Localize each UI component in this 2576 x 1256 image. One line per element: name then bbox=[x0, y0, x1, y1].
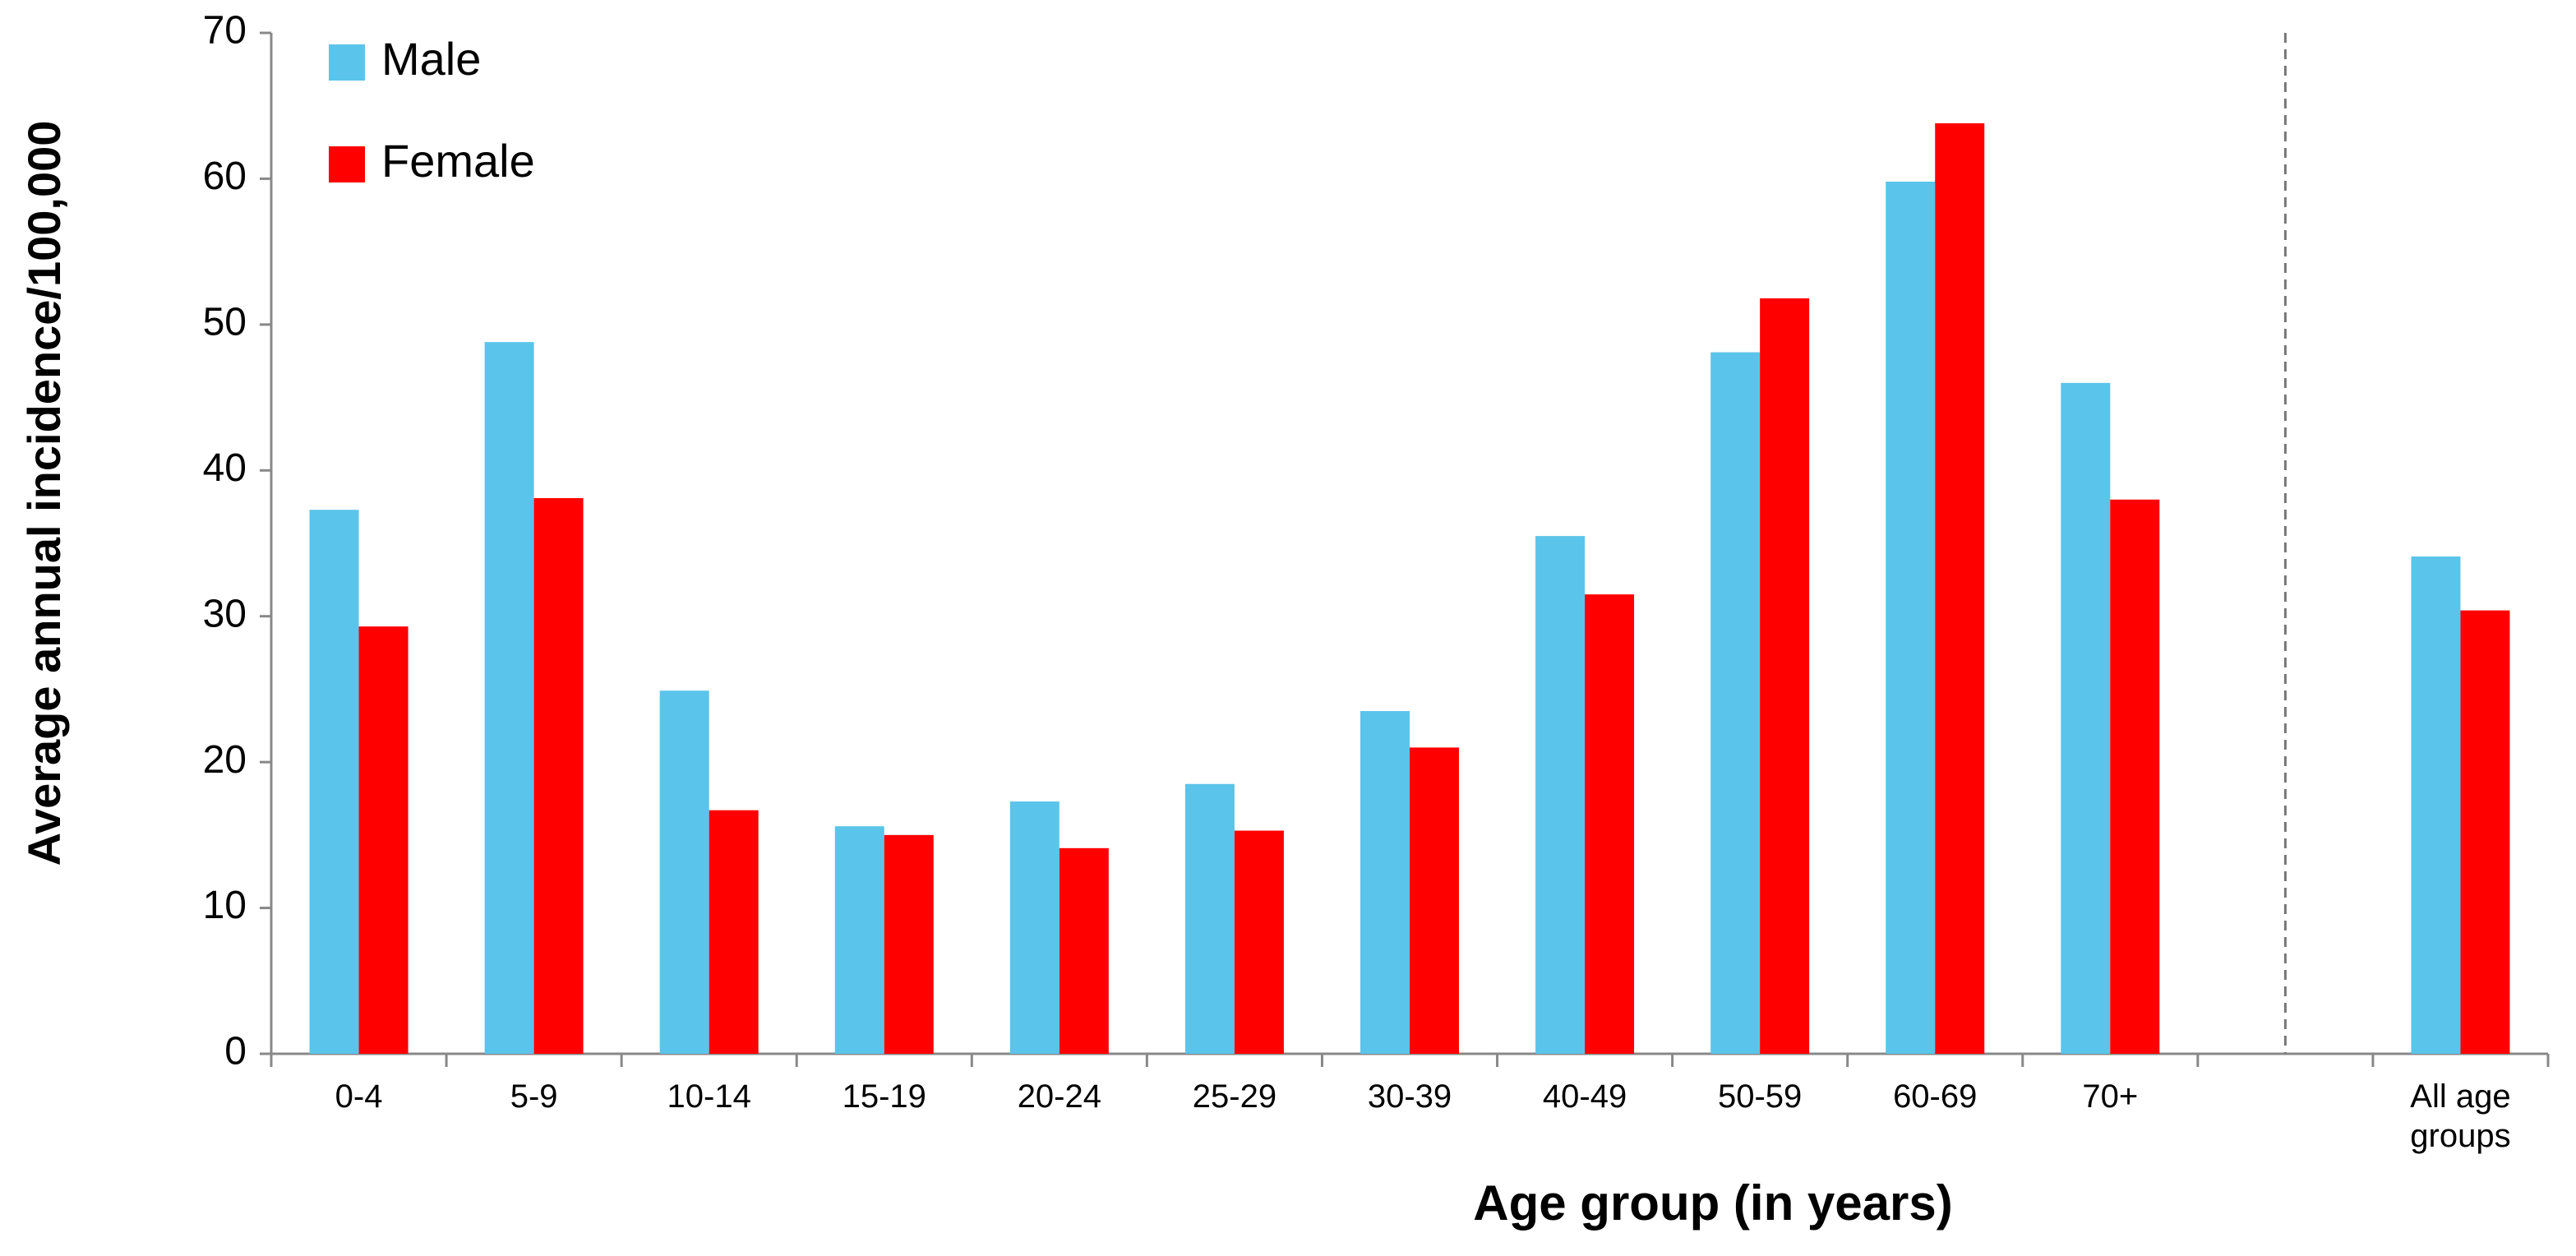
bar bbox=[834, 826, 884, 1054]
y-tick-label: 40 bbox=[203, 446, 247, 490]
legend-label: Female bbox=[381, 135, 535, 187]
bar bbox=[2110, 499, 2160, 1054]
bar bbox=[659, 690, 709, 1054]
x-tick-label: All age groups bbox=[2410, 1078, 2511, 1154]
y-tick-label: 0 bbox=[224, 1030, 247, 1074]
x-tick-label: 0-4 bbox=[335, 1078, 383, 1115]
bar bbox=[358, 626, 409, 1054]
bar bbox=[1184, 783, 1235, 1054]
bar bbox=[1009, 801, 1059, 1054]
x-tick-label: 60-69 bbox=[1893, 1078, 1978, 1115]
bar bbox=[1935, 123, 1985, 1054]
y-tick-label: 20 bbox=[203, 738, 247, 782]
x-tick-label: 20-24 bbox=[1017, 1078, 1101, 1115]
legend-swatch bbox=[329, 44, 365, 81]
bar bbox=[1760, 298, 1810, 1054]
bar bbox=[1410, 747, 1459, 1054]
bar bbox=[884, 834, 934, 1054]
x-tick-label: 15-19 bbox=[842, 1078, 926, 1115]
bar bbox=[309, 510, 359, 1054]
x-tick-label: 10-14 bbox=[667, 1078, 751, 1115]
bar bbox=[1059, 847, 1109, 1054]
bar bbox=[709, 810, 759, 1054]
bar bbox=[1535, 536, 1586, 1054]
legend-swatch bbox=[329, 146, 365, 182]
x-tick-label: 25-29 bbox=[1192, 1078, 1277, 1115]
x-tick-label: 50-59 bbox=[1717, 1078, 1803, 1115]
y-tick-label: 50 bbox=[203, 301, 247, 344]
legend-label: Male bbox=[381, 33, 481, 85]
y-tick-label: 70 bbox=[203, 9, 247, 53]
bar bbox=[2061, 382, 2111, 1054]
bar bbox=[1710, 352, 1761, 1054]
bar bbox=[1360, 711, 1410, 1054]
y-tick-label: 60 bbox=[203, 155, 247, 198]
y-tick-label: 30 bbox=[203, 592, 247, 635]
x-axis-title: Age group (in years) bbox=[1473, 1175, 1952, 1231]
bar bbox=[533, 497, 584, 1054]
x-tick-label: 70+ bbox=[2082, 1078, 2139, 1115]
bar bbox=[1585, 594, 1635, 1054]
bar bbox=[1886, 181, 1936, 1054]
x-tick-label: 40-49 bbox=[1542, 1078, 1627, 1115]
x-tick-label: 5-9 bbox=[510, 1078, 558, 1115]
y-axis-title: Average annual incidence/100,000 bbox=[18, 121, 70, 866]
x-tick-label: 30-39 bbox=[1367, 1078, 1452, 1115]
bar bbox=[1234, 830, 1284, 1054]
y-tick-label: 10 bbox=[203, 884, 247, 927]
bar bbox=[484, 342, 534, 1054]
bar bbox=[2411, 556, 2461, 1054]
bar bbox=[2460, 610, 2510, 1054]
